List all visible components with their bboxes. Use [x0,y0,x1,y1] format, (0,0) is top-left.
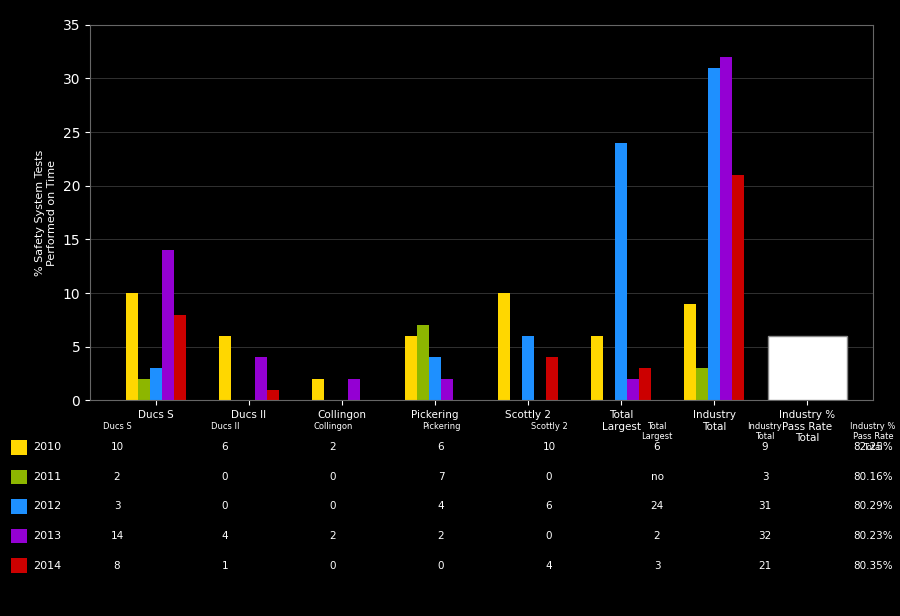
Text: 0: 0 [221,501,229,511]
Text: 2012: 2012 [33,501,61,511]
Text: 21: 21 [759,561,771,570]
Text: 2: 2 [329,442,337,452]
Text: 6: 6 [545,501,553,511]
Text: Ducs II: Ducs II [211,422,239,431]
Text: 6: 6 [653,442,661,452]
Text: 31: 31 [759,501,771,511]
Bar [162,250,174,400]
Bar [708,68,720,400]
Bar [696,368,708,400]
Text: 80.23%: 80.23% [853,531,893,541]
Bar [639,368,652,400]
Text: 0: 0 [545,472,553,482]
Text: 2010: 2010 [33,442,61,452]
Text: 6: 6 [221,442,229,452]
Text: 4: 4 [545,561,553,570]
Text: 14: 14 [111,531,123,541]
Bar [498,293,510,400]
Text: Scottly 2: Scottly 2 [531,422,567,431]
Bar [126,293,138,400]
Text: 24: 24 [651,501,663,511]
Text: 7: 7 [437,472,445,482]
Text: 0: 0 [329,561,337,570]
Bar [348,379,360,400]
Bar [267,390,279,400]
Text: 3: 3 [761,472,769,482]
Text: 2: 2 [437,531,445,541]
Text: 3: 3 [653,561,661,570]
Text: 82.25%: 82.25% [853,442,893,452]
Text: 0: 0 [437,561,445,570]
Text: 9: 9 [761,442,769,452]
Text: 4: 4 [221,531,229,541]
Text: 10: 10 [111,442,123,452]
Text: 0: 0 [329,472,337,482]
Bar [149,368,162,400]
Bar [441,379,453,400]
Text: 0: 0 [545,531,553,541]
Text: 80.35%: 80.35% [853,561,893,570]
Bar [590,336,603,400]
Text: 8: 8 [113,561,121,570]
Bar [255,357,267,400]
Text: 2014: 2014 [33,561,61,570]
Bar [219,336,230,400]
Text: 2: 2 [329,531,337,541]
Text: 80.16%: 80.16% [853,472,893,482]
Text: 2013: 2013 [33,531,61,541]
Text: 2: 2 [113,472,121,482]
Bar [768,336,847,400]
Text: 3: 3 [113,501,121,511]
Text: 2011: 2011 [33,472,61,482]
Bar [627,379,639,400]
Text: 80.29%: 80.29% [853,501,893,511]
Text: 32: 32 [759,531,771,541]
Text: no: no [651,472,663,482]
Text: 10: 10 [543,442,555,452]
Bar [684,304,696,400]
Bar [733,175,744,400]
Text: Collingon: Collingon [313,422,353,431]
Bar [720,57,733,400]
Bar [405,336,417,400]
Bar [311,379,324,400]
Text: 2: 2 [653,531,661,541]
Text: 0: 0 [329,501,337,511]
Text: Industry
Total: Industry Total [748,422,782,441]
Text: 1: 1 [221,561,229,570]
Bar [546,357,558,400]
Text: 4: 4 [437,501,445,511]
Text: 0: 0 [221,472,229,482]
Bar [615,143,627,400]
Text: Ducs S: Ducs S [103,422,131,431]
Bar [429,357,441,400]
Y-axis label: % Safety System Tests
Performed on Time: % Safety System Tests Performed on Time [35,150,57,275]
Bar [174,315,186,400]
Text: Total
Largest: Total Largest [642,422,672,441]
Bar [417,325,429,400]
Bar [522,336,534,400]
Text: 6: 6 [437,442,445,452]
Text: Industry %
Pass Rate
Total: Industry % Pass Rate Total [850,422,896,452]
Bar [138,379,149,400]
Text: Pickering: Pickering [422,422,460,431]
